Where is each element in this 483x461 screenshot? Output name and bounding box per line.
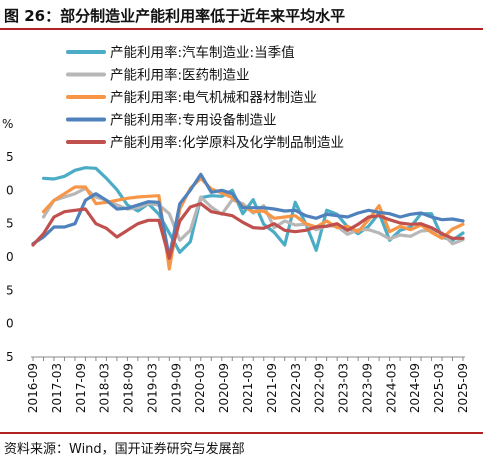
series-line-2 <box>41 176 465 271</box>
x-tick-label: 2020-03 <box>193 363 207 413</box>
figure-title-bar: 图 26：部分制造业产能利用率低于近年来平均水平 <box>0 0 483 30</box>
x-tick-label: 2021-03 <box>241 363 255 413</box>
y-tick-label: 0 <box>6 250 14 264</box>
source-note: 资料来源：Wind，国开证券研究与发展部 <box>4 442 245 457</box>
x-tick-label: 2017-03 <box>50 363 64 413</box>
x-tick-label: 2021-09 <box>265 363 279 413</box>
line-chart: 产能利用率:汽车制造业:当季值产能利用率:医药制造业产能利用率:电气机械和器材制… <box>2 44 470 413</box>
x-tick-label: 2025-03 <box>432 363 446 413</box>
x-tick-label: 2022-03 <box>289 363 303 413</box>
source-bar: 资料来源：Wind，国开证券研究与发展部 <box>0 432 483 461</box>
legend-label-2: 产能利用率:电气机械和器材制造业 <box>110 89 317 106</box>
x-tick-label: 2024-09 <box>408 363 422 413</box>
x-tick-label: 2023-03 <box>337 363 351 413</box>
y-tick-label: 0 <box>6 183 14 197</box>
y-tick-label: 5 <box>6 150 14 164</box>
y-axis-unit: % <box>2 117 13 131</box>
x-tick-label: 2016-09 <box>26 363 40 413</box>
x-tick-label: 2018-09 <box>122 363 136 413</box>
y-tick-label: 5 <box>6 283 14 297</box>
y-tick-label: 0 <box>6 317 14 331</box>
x-tick-label: 2022-09 <box>313 363 327 413</box>
x-tick-label: 2024-03 <box>384 363 398 413</box>
legend-label-0: 产能利用率:汽车制造业:当季值 <box>110 44 295 61</box>
x-tick-label: 2018-03 <box>98 363 112 413</box>
x-tick-label: 2017-09 <box>74 363 88 413</box>
legend-label-4: 产能利用率:化学原料及化学制品制造业 <box>110 134 344 151</box>
x-tick-label: 2023-09 <box>360 363 374 413</box>
y-tick-label: 5 <box>6 350 14 364</box>
x-tick-label: 2019-09 <box>169 363 183 413</box>
figure-title: 图 26：部分制造业产能利用率低于近年来平均水平 <box>4 7 346 25</box>
legend-label-3: 产能利用率:专用设备制造业 <box>110 112 277 129</box>
x-tick-label: 2020-09 <box>217 363 231 413</box>
series-line-3 <box>31 172 465 259</box>
y-tick-label: 5 <box>6 217 14 231</box>
x-tick-label: 2025-09 <box>456 363 470 413</box>
series-line-4 <box>31 202 465 260</box>
legend-label-1: 产能利用率:医药制造业 <box>110 67 250 84</box>
x-tick-label: 2019-03 <box>145 363 159 413</box>
